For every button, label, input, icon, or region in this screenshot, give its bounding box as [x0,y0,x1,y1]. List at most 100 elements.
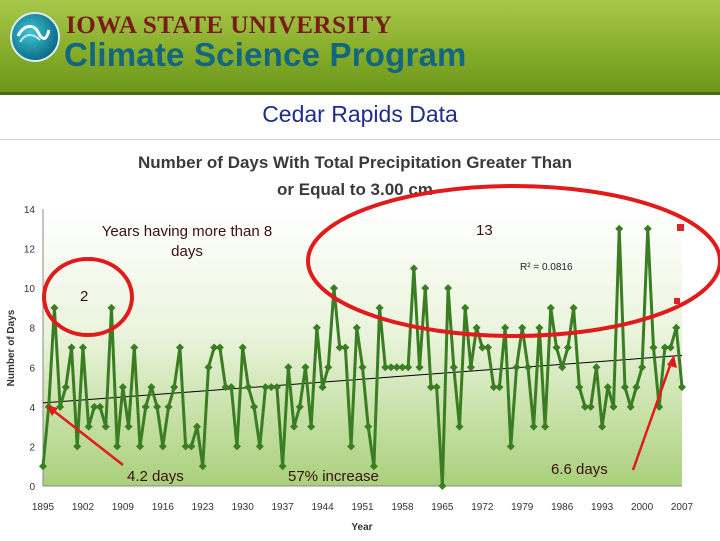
data-point [461,303,470,312]
data-point [563,343,572,352]
data-point [581,402,590,411]
x-tick-label: 1937 [272,502,295,513]
data-point [484,343,493,352]
data-point [307,422,316,431]
arrow-start-head-icon [46,405,58,416]
marker-right [674,298,680,304]
data-point [404,363,413,372]
page-title: Cedar Rapids Data [262,101,458,127]
x-tick-label: 2007 [671,502,694,513]
x-tick-label: 1930 [232,502,255,513]
data-point [335,343,344,352]
arrow-end-line [631,359,674,471]
data-point [290,422,299,431]
data-point [489,383,498,392]
data-point [198,462,207,471]
data-point [472,323,481,332]
data-point [261,383,270,392]
data-point [518,323,527,332]
data-point [575,383,584,392]
data-point [598,422,607,431]
x-tick-label: 1951 [351,502,374,513]
data-point [301,363,310,372]
data-point [250,402,259,411]
data-point [438,482,447,490]
data-point [364,422,373,431]
chart-title-line-1: Number of Days With Total Precipitation … [138,153,572,172]
x-axis-label: Year [351,522,372,533]
x-tick-label: 1923 [192,502,215,513]
annotation-start-days: 4.2 days [127,468,184,485]
data-point [278,462,287,471]
data-point [506,442,515,451]
data-point [227,383,236,392]
data-point [135,442,144,451]
y-tick-label: 10 [24,284,36,295]
university-name: IOWA STATE UNIVERSITY [66,12,393,39]
y-tick-label: 6 [29,363,35,374]
x-tick-label: 1944 [311,502,334,513]
data-point [678,383,686,392]
x-tick-label: 1958 [391,502,414,513]
data-point [50,303,59,312]
data-point [535,323,544,332]
data-point [426,383,435,392]
data-point [649,343,658,352]
data-point [56,402,65,411]
data-point [118,383,127,392]
data-point [672,323,681,332]
data-point [204,363,213,372]
data-point [232,442,241,451]
annotation-years-more-than-8: Years having more than 8 days [101,223,273,260]
data-point [124,422,133,431]
data-point [358,363,367,372]
data-point [96,402,105,411]
data-point [238,343,247,352]
data-point [352,323,361,332]
x-tick-label: 1895 [32,502,55,513]
banner-divider [0,92,720,95]
ellipse-low-years [42,257,134,337]
y-tick-label: 4 [29,403,35,414]
data-point [267,383,276,392]
data-point [632,383,641,392]
x-tick-label: 1979 [511,502,534,513]
data-point [415,363,424,372]
data-point [592,363,601,372]
x-tick-labels: 1895 1902 1909 1916 1923 1930 1937 1944 1951 1958… [32,502,694,513]
data-point [569,303,578,312]
data-point [318,383,327,392]
data-point [609,402,618,411]
y-tick-label: 2 [29,442,35,453]
data-point [638,363,647,372]
data-point [387,363,396,372]
data-point [626,402,635,411]
data-point [541,422,550,431]
data-point [193,422,202,431]
data-points [39,224,686,490]
data-point [295,402,304,411]
annotation-count-2: 2 [80,288,89,305]
swirl-icon [16,25,50,43]
x-tick-label: 2000 [631,502,654,513]
data-point [101,422,110,431]
y-tick-label: 12 [24,245,36,256]
data-point [558,363,567,372]
data-point [284,363,293,372]
y-tick-labels: 0 2 4 6 8 10 12 14 [24,205,36,493]
data-point [324,363,333,372]
data-point [210,343,219,352]
x-tick-label: 1986 [551,502,574,513]
data-point [329,284,338,293]
data-point [78,343,87,352]
data-point [113,442,122,451]
data-point [147,383,156,392]
data-point [107,303,116,312]
y-tick-label: 14 [24,205,36,216]
ellipse-high-years [306,184,720,338]
marker-top-right [677,224,684,231]
y-axis-label: Number of Days [6,309,17,386]
annotation-count-13: 13 [476,222,493,239]
data-point [84,422,93,431]
